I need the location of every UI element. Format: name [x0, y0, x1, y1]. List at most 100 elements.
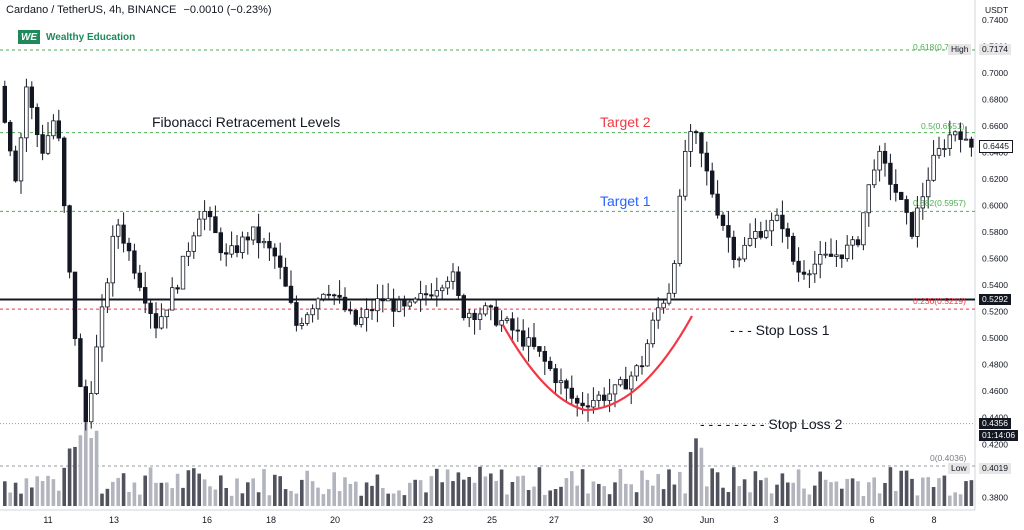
price-axis-unit: USDT — [985, 5, 1009, 15]
candle-body — [331, 294, 337, 297]
volume-bar — [294, 493, 299, 506]
high-value-badge: 0.7174 — [979, 44, 1011, 55]
volume-bar — [370, 485, 374, 506]
candle-body — [602, 394, 607, 401]
volume-bar — [753, 471, 758, 506]
candle-body — [62, 137, 67, 207]
candle-body — [250, 226, 256, 241]
volume-bar — [316, 487, 320, 506]
candle-body — [391, 298, 396, 312]
candle-body — [596, 394, 601, 401]
candle-body — [812, 263, 817, 275]
candle-body — [850, 239, 855, 246]
fib-title-annotation: Fibonacci Retracement Levels — [152, 114, 341, 130]
y-tick-label: 0.7400 — [982, 15, 1008, 25]
volume-bar — [796, 469, 801, 506]
volume-bar — [121, 473, 126, 506]
candle-body — [677, 195, 682, 264]
volume-bar — [67, 448, 72, 506]
candle-body — [488, 305, 493, 308]
candle-body — [796, 260, 801, 273]
x-tick-label: 16 — [202, 515, 212, 525]
volume-bar — [867, 482, 871, 506]
volume-bar — [181, 487, 185, 506]
volume-bar — [575, 485, 579, 506]
volume-bar — [958, 494, 963, 506]
candle-body — [348, 309, 353, 312]
candle-body — [645, 343, 650, 367]
candle-body — [99, 306, 105, 348]
candle-body — [380, 298, 385, 302]
candle-body — [758, 231, 763, 238]
candle-body — [807, 273, 812, 276]
candle-body — [823, 253, 828, 256]
target2-annotation: Target 2 — [600, 114, 651, 130]
volume-bar — [165, 482, 169, 506]
candle-body — [607, 393, 612, 401]
volume-bar — [310, 481, 315, 506]
candle-body — [299, 322, 304, 326]
y-tick-label: 0.3800 — [982, 492, 1008, 502]
volume-bar — [73, 446, 77, 506]
candle-body — [623, 379, 628, 390]
candle-body — [710, 170, 715, 195]
candle-body — [742, 244, 747, 260]
volume-bar — [769, 493, 774, 506]
volume-bar — [926, 477, 930, 506]
candle-body — [888, 162, 893, 185]
fib-label-382: 0.382(0.5957) — [913, 198, 966, 208]
candle-body — [277, 255, 283, 268]
volume-bar — [559, 486, 563, 506]
volume-bar — [478, 466, 482, 506]
volume-bar — [651, 485, 655, 506]
volume-bar — [645, 479, 650, 506]
x-tick-label: 18 — [266, 515, 276, 525]
candle-body — [439, 287, 445, 292]
candle-body — [7, 121, 13, 152]
volume-bar — [856, 481, 860, 506]
candle-body — [326, 293, 331, 296]
volume-bar — [915, 495, 920, 506]
candle-body — [656, 307, 661, 321]
x-tick-label: 30 — [643, 515, 653, 525]
candle-body — [169, 287, 175, 311]
candle-body — [186, 250, 191, 257]
volume-bar — [613, 482, 617, 506]
candle-body — [245, 236, 250, 241]
volume-bar — [100, 493, 104, 506]
candle-body — [612, 384, 618, 395]
candle-body — [483, 305, 488, 315]
low-value-badge: 0.4019 — [979, 463, 1011, 474]
candle-body — [466, 312, 472, 319]
candle-body — [558, 380, 564, 384]
volume-bar — [429, 476, 434, 506]
volume-bar — [888, 467, 893, 506]
volume-bar — [791, 482, 795, 506]
candle-body — [877, 150, 882, 171]
target1-annotation: Target 1 — [600, 193, 651, 209]
candle-body — [202, 211, 207, 220]
candle-body — [56, 120, 61, 139]
candle-body — [634, 365, 639, 377]
candle-body — [931, 154, 936, 181]
volume-bar — [359, 495, 363, 506]
volume-bar — [235, 478, 239, 506]
candle-body — [67, 205, 72, 273]
volume-bar — [467, 476, 471, 506]
volume-bar — [375, 474, 380, 506]
candle-body — [24, 86, 29, 139]
volume-bar — [3, 481, 7, 506]
candle-body — [915, 207, 920, 237]
candle-body — [126, 242, 132, 252]
candle-body — [94, 346, 99, 395]
volume-bar — [964, 481, 968, 506]
candle-body — [18, 137, 24, 182]
y-tick-label: 0.5200 — [982, 307, 1008, 317]
candle-body — [153, 313, 159, 329]
candle-body — [920, 196, 925, 209]
candle-body — [385, 298, 391, 302]
volume-bar — [305, 470, 309, 506]
candle-body — [13, 150, 18, 182]
candle-body — [477, 313, 483, 320]
